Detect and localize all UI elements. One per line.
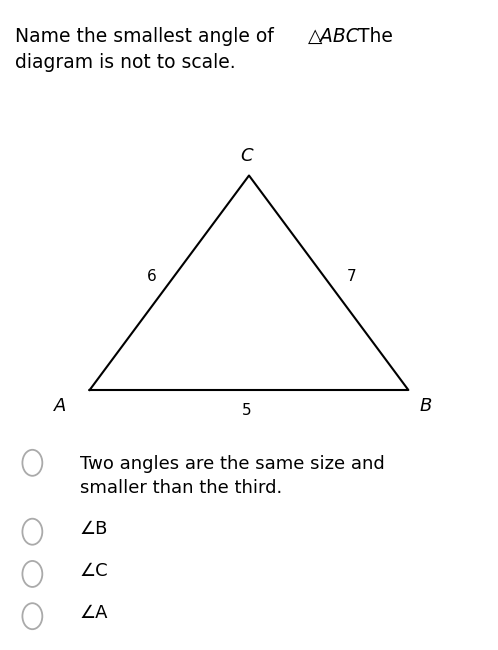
Text: A: A <box>54 397 66 415</box>
Text: 6: 6 <box>147 268 157 284</box>
Text: ∠B: ∠B <box>80 520 108 538</box>
Text: 7: 7 <box>346 268 356 284</box>
Text: ∠A: ∠A <box>80 604 108 623</box>
Text: Name the smallest angle of: Name the smallest angle of <box>15 27 280 46</box>
Text: △: △ <box>308 27 322 46</box>
Text: ABC: ABC <box>320 27 359 46</box>
Text: C: C <box>240 147 253 165</box>
Text: Two angles are the same size and
smaller than the third.: Two angles are the same size and smaller… <box>80 455 384 497</box>
Text: B: B <box>420 397 432 415</box>
Text: 5: 5 <box>242 403 251 419</box>
Text: . The: . The <box>346 27 393 46</box>
Text: diagram is not to scale.: diagram is not to scale. <box>15 53 236 72</box>
Text: ∠C: ∠C <box>80 562 108 580</box>
